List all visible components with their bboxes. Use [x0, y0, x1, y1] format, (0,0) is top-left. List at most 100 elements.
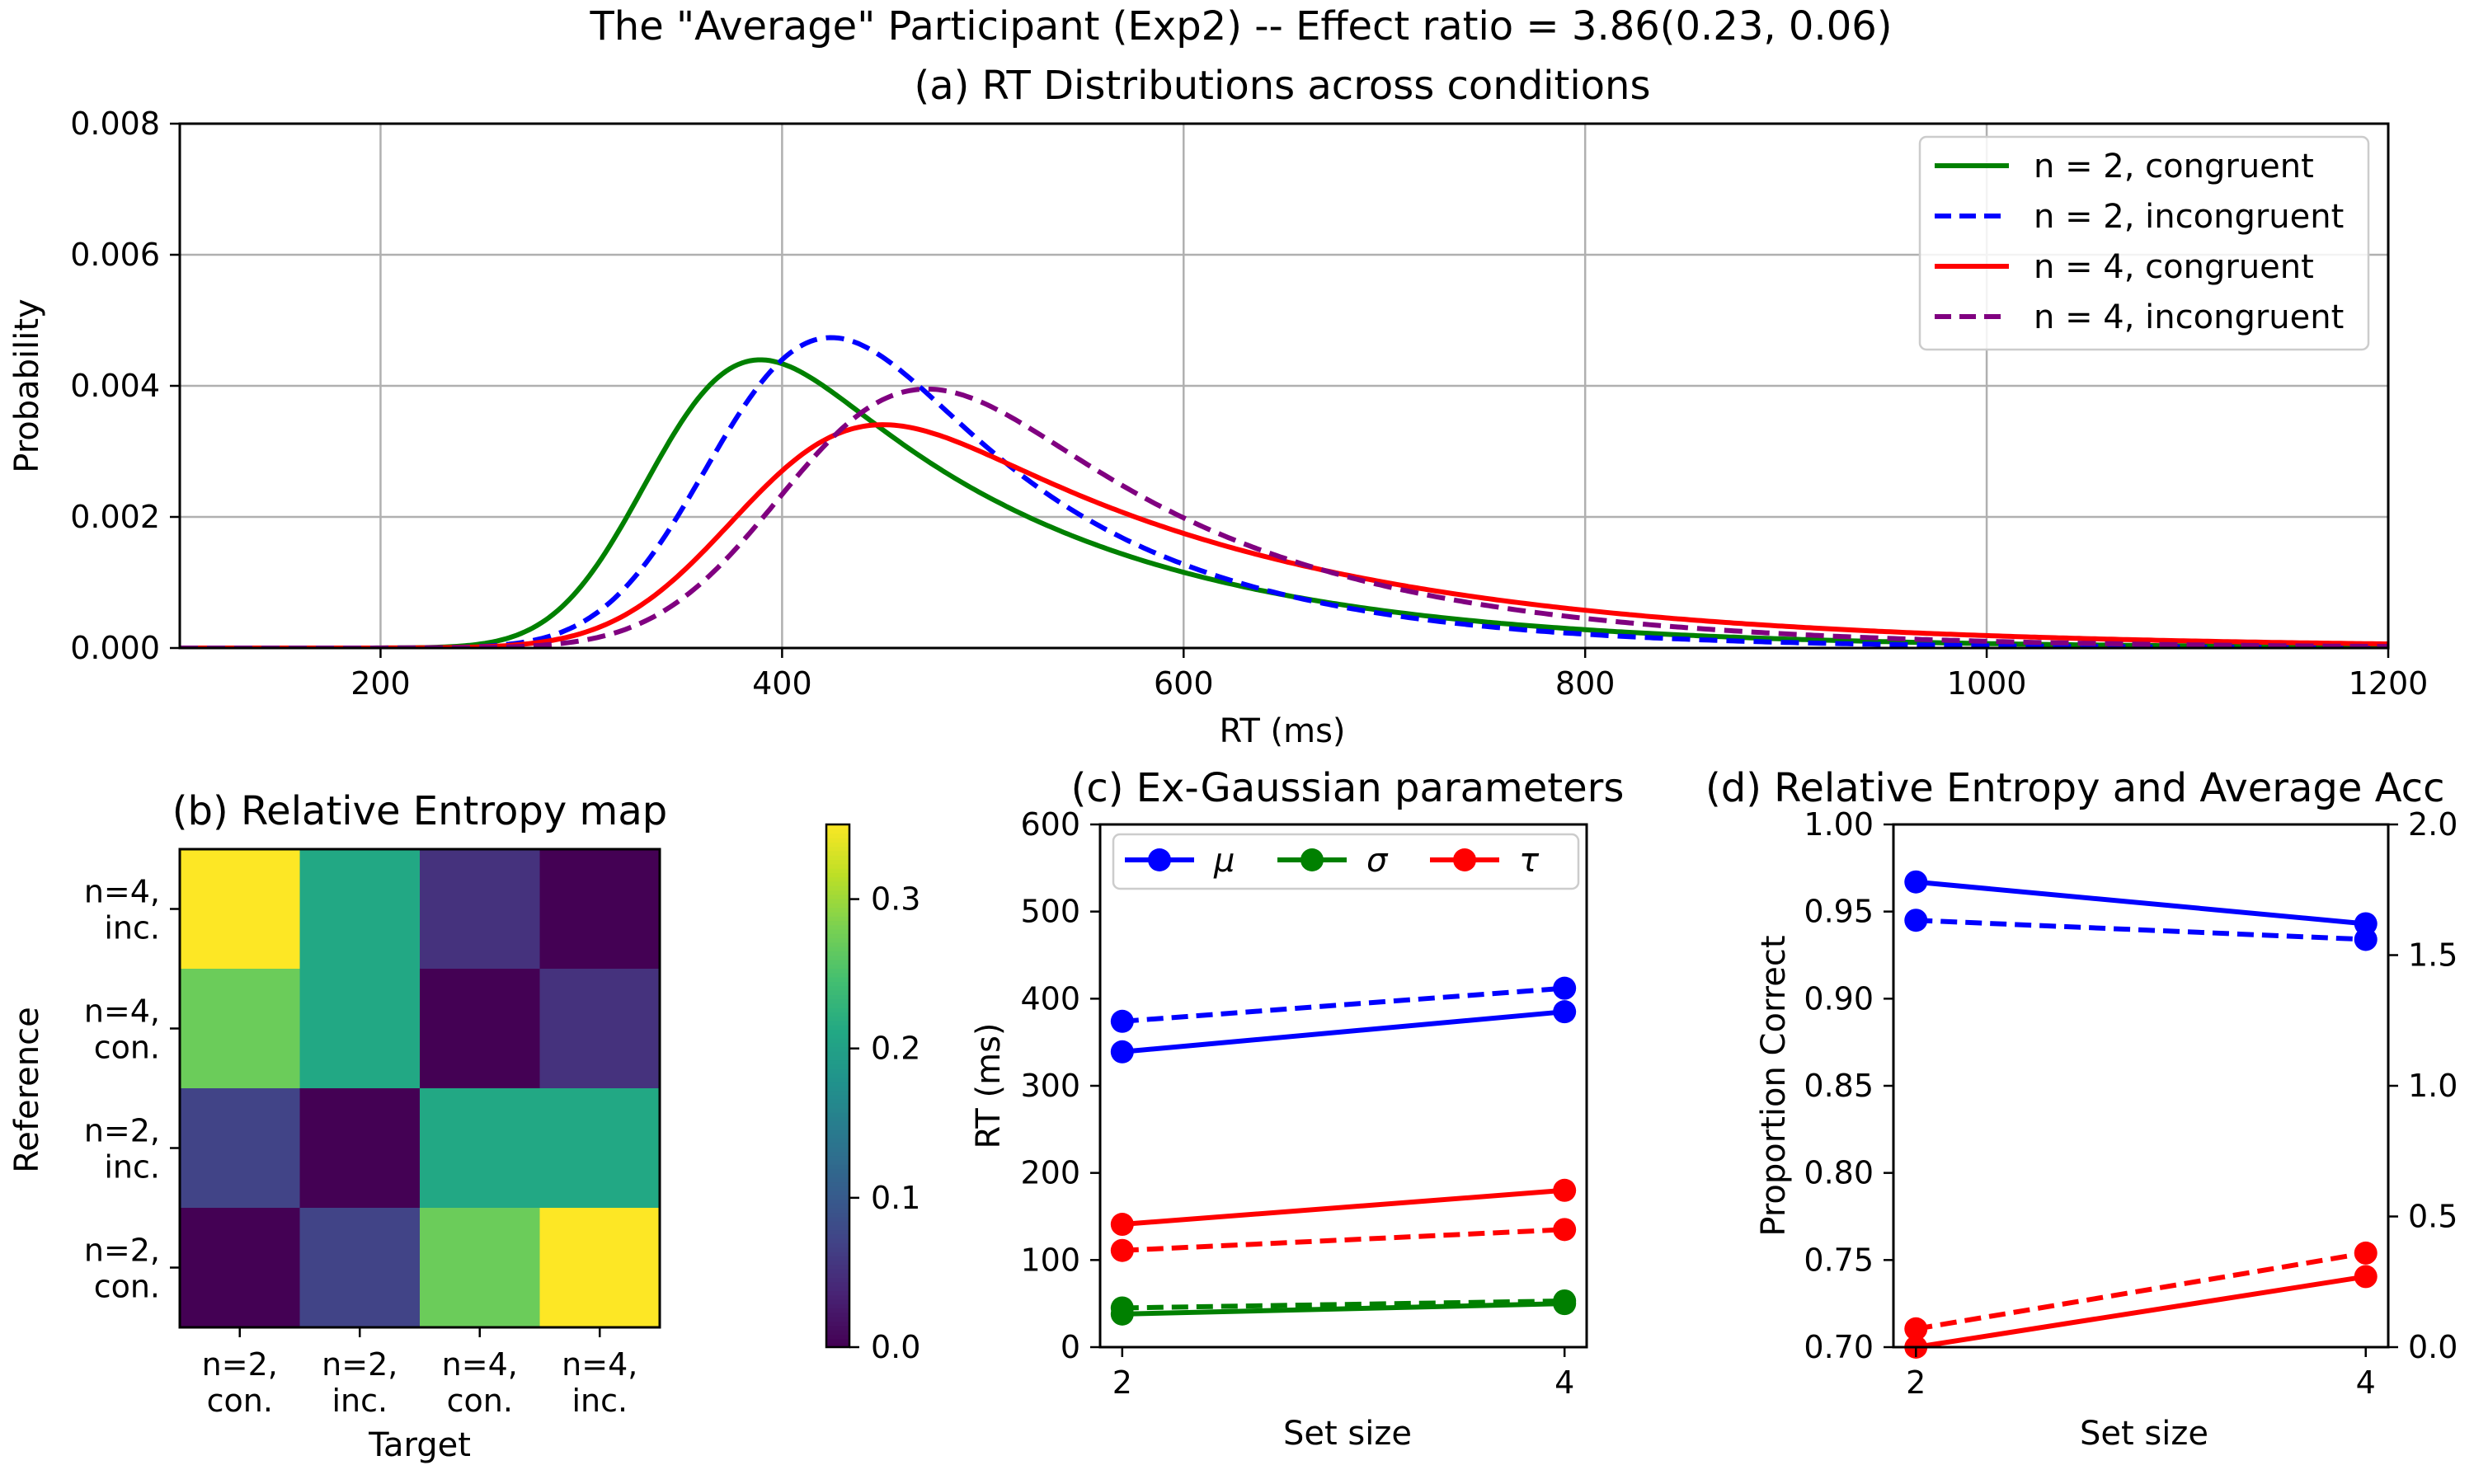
colorbar-segment [826, 903, 849, 909]
colorbar-segment [826, 1260, 849, 1266]
colorbar-segment [826, 1159, 849, 1165]
colorbar-segment [826, 1138, 849, 1144]
y-tick-label: 0.006 [70, 237, 160, 273]
panel-a-title: (a) RT Distributions across conditions [915, 63, 1651, 109]
y-axis-label: Proportion Correct [1755, 935, 1793, 1236]
colorbar-segment [826, 1308, 849, 1313]
colorbar-segment [826, 1120, 849, 1126]
colorbar-segment [826, 946, 849, 952]
series-line [1122, 1227, 1565, 1253]
colorbar-segment [826, 890, 849, 895]
colorbar-segment [826, 907, 849, 913]
heatmap-cell [420, 1088, 540, 1209]
data-point [1110, 1213, 1134, 1237]
panel-b-title: (b) Relative Entropy map [172, 788, 667, 834]
colorbar-segment [826, 1256, 849, 1261]
data-point [1110, 1238, 1134, 1262]
x-axis-label: RT (ms) [1219, 712, 1345, 750]
y-tick-label: 0.95 [1804, 894, 1874, 930]
data-point [1110, 1040, 1134, 1064]
colorbar-segment [826, 1064, 849, 1069]
colorbar: 0.0 0.1 0.2 0.3 [825, 823, 920, 1365]
y-tick-label: 200 [1020, 1155, 1080, 1191]
colorbar-segment [826, 1033, 849, 1039]
colorbar-segment [826, 1146, 849, 1153]
colorbar-segment [826, 976, 849, 982]
colorbar-segment [826, 1203, 849, 1209]
legend-label: n = 4, congruent [2034, 248, 2314, 286]
colorbar-segment [826, 1029, 849, 1035]
heatmap-cell [539, 1088, 661, 1209]
colorbar-segment [826, 1168, 849, 1174]
colorbar-segment [826, 1277, 849, 1283]
heatmap-cell [180, 849, 300, 970]
colorbar-segment [826, 1172, 849, 1178]
heatmap-cell [539, 969, 661, 1089]
colorbar-segment [826, 1016, 849, 1021]
y-tick-label: 0.90 [1804, 980, 1874, 1017]
heatmap-cell [180, 969, 300, 1089]
colorbar-segment [826, 955, 849, 960]
colorbar-segment [826, 1134, 849, 1139]
data-point [1553, 1218, 1577, 1242]
panel-d-title: (d) Relative Entropy and Average Acc [1705, 765, 2444, 811]
colorbar-segment [826, 872, 849, 878]
colorbar-segment [826, 1312, 849, 1317]
colorbar-segment [826, 972, 849, 978]
colorbar-tick-label: 0.0 [871, 1329, 920, 1365]
x-tick-label: 400 [752, 665, 812, 702]
heatmap-cell [420, 849, 540, 970]
series-line-2 [180, 335, 2388, 648]
colorbar-segment [826, 1195, 849, 1200]
colorbar-segment [826, 1142, 849, 1148]
x-tick-label: 4 [1554, 1364, 1574, 1401]
colorbar-segment [826, 1151, 849, 1157]
y-axis-label: Probability [8, 298, 46, 472]
colorbar-segment [826, 1050, 849, 1056]
y-right-tick-label: 0.0 [2408, 1329, 2458, 1365]
colorbar-segment [826, 981, 849, 987]
colorbar-segment [826, 1317, 849, 1322]
colorbar-segment [826, 1181, 849, 1187]
x-axis-label: Target [368, 1426, 471, 1464]
colorbar-segment [826, 1242, 849, 1248]
colorbar-segment [826, 1107, 849, 1113]
legend-label: τ [1519, 842, 1540, 880]
colorbar-segment [826, 1273, 849, 1279]
panel-b-entropy-map: (b) Relative Entropy map n=2, con. n=2, inc.… [8, 788, 920, 1464]
data-point [1110, 1296, 1134, 1320]
y-category-label: n=4, con. [84, 993, 160, 1066]
heatmap-cell [180, 1208, 300, 1328]
data-point [1553, 1000, 1577, 1024]
heatmap-cell [539, 1208, 661, 1328]
colorbar-segment [826, 1281, 849, 1287]
colorbar-segment [826, 824, 849, 830]
x-tick-label: 800 [1555, 665, 1616, 702]
y-tick-label: 300 [1020, 1068, 1080, 1104]
colorbar-segment [826, 951, 849, 956]
data-point [1553, 976, 1577, 1000]
heatmap-cell [420, 969, 540, 1089]
legend-marker [1148, 848, 1171, 871]
series-line-4 [180, 386, 2388, 648]
colorbar-segment [826, 1111, 849, 1117]
legend: n = 2, congruent n = 2, incongruent n = 4,… [1918, 135, 2370, 351]
colorbar-segment [826, 1264, 849, 1270]
colorbar-segment [826, 898, 849, 904]
colorbar-segment [826, 1125, 849, 1130]
panel-c-title: (c) Ex-Gaussian parameters [1071, 765, 1625, 811]
colorbar-segment [826, 1325, 849, 1331]
colorbar-tick-label: 0.2 [871, 1031, 920, 1067]
colorbar-segment [826, 1020, 849, 1026]
colorbar-segment [826, 1012, 849, 1017]
series-line [1122, 1009, 1565, 1054]
colorbar-segment [826, 1176, 849, 1183]
data-point [2354, 1241, 2378, 1265]
colorbar-segment [826, 885, 849, 891]
x-category-label: n=4, inc. [562, 1346, 637, 1419]
y-category-label: n=2, con. [84, 1233, 160, 1305]
colorbar-segment [826, 1338, 849, 1344]
panel-c-exgaussian-params: (c) Ex-Gaussian parameters 2 4 0 100 200 300 40… [970, 765, 1624, 1453]
colorbar-segment [826, 1090, 849, 1096]
